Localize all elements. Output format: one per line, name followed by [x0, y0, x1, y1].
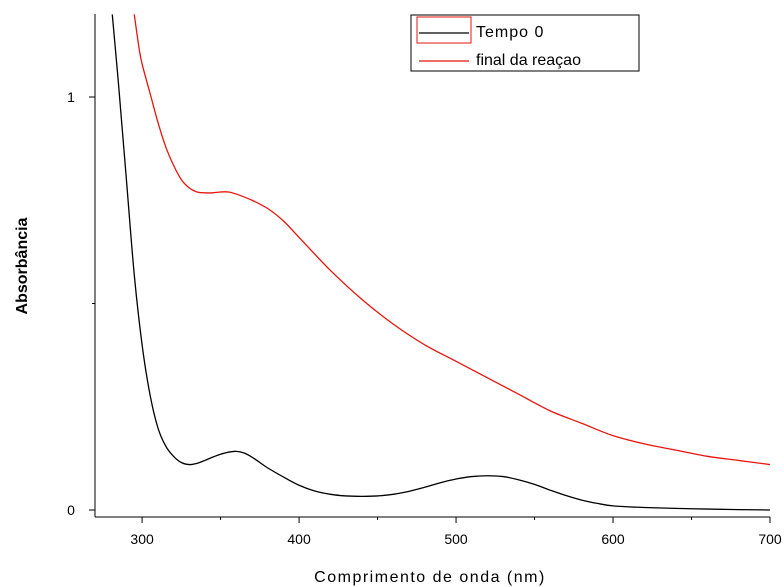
x-tick-label: 500: [444, 531, 468, 547]
x-tick-label: 600: [601, 531, 625, 547]
series-line-tempo0: [111, 14, 770, 511]
x-tick-label: 400: [287, 531, 311, 547]
axes: [94, 14, 770, 518]
y-axis-label: Absorbância: [14, 217, 31, 314]
legend-label-tempo0: Tempo 0: [476, 24, 544, 41]
y-tick-label: 0: [67, 502, 75, 518]
y-tick-label: 1: [67, 89, 75, 105]
x-axis-label: Comprimento de onda (nm): [314, 569, 546, 586]
tick-labels: 300 400 500 600 700 0 1: [67, 89, 782, 547]
x-tick-label: 700: [758, 531, 782, 547]
tick-marks: [89, 96, 771, 523]
legend: Tempo 0 final da reaçao: [410, 14, 640, 72]
series-line-final: [133, 14, 770, 466]
series-layer: [111, 14, 770, 511]
legend-swatch-tempo0-highlight: [416, 16, 472, 44]
x-tick-label: 300: [130, 531, 154, 547]
legend-label-final: final da reaçao: [476, 52, 581, 69]
